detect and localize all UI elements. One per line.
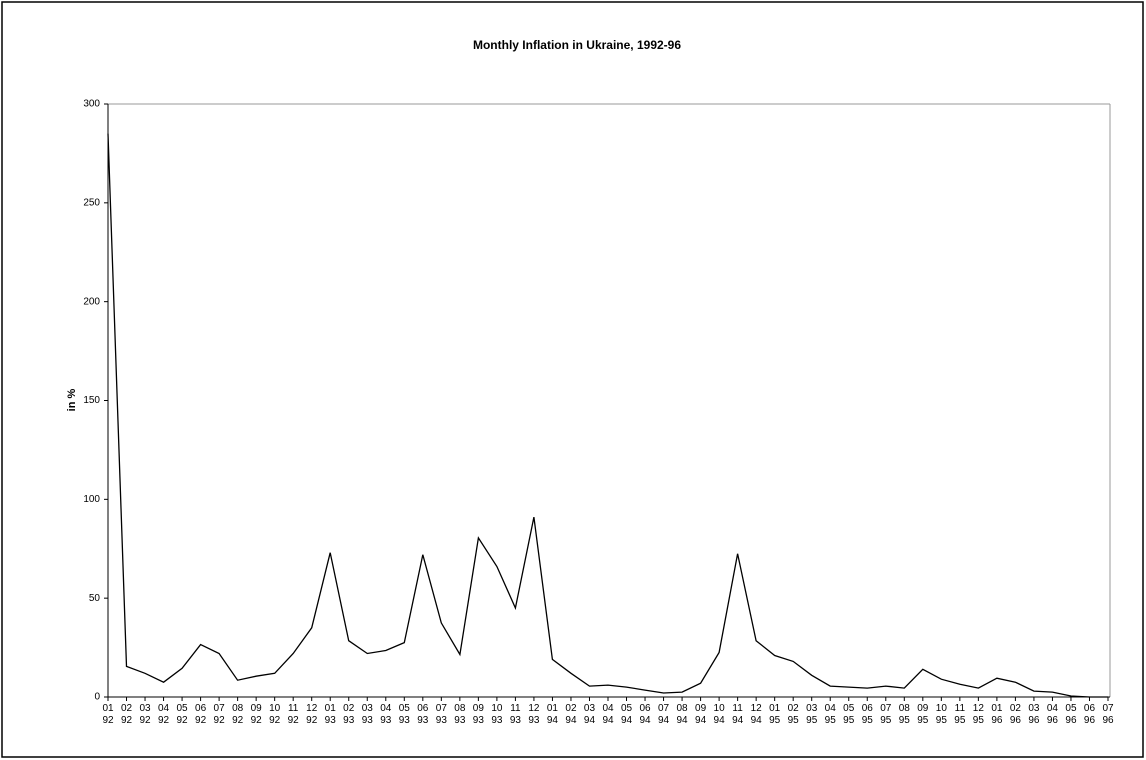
x-tick-label: 11 95: [954, 703, 966, 726]
x-tick-label: 04 92: [157, 703, 170, 726]
x-tick-label: 07 92: [213, 703, 225, 726]
x-tick-label: 09 92: [250, 703, 262, 726]
x-tick-label: 06 94: [639, 703, 651, 726]
y-tick-label: 0: [94, 692, 100, 703]
chart-title: Monthly Inflation in Ukraine, 1992-96: [473, 38, 681, 52]
x-tick-label: 11 94: [732, 703, 744, 726]
x-tick-label: 01 96: [991, 703, 1003, 726]
x-tick-label: 05 93: [398, 703, 410, 726]
y-tick-label: 200: [83, 296, 100, 307]
x-tick-label: 03 94: [583, 703, 596, 726]
x-tick-label: 09 95: [917, 703, 929, 726]
x-tick-label: 04 93: [380, 703, 392, 726]
y-tick-label: 50: [89, 593, 101, 604]
x-tick-label: 06 96: [1083, 703, 1096, 726]
x-tick-label: 12 95: [972, 703, 984, 726]
x-tick-label: 03 95: [806, 703, 818, 726]
x-tick-label: 02 95: [787, 703, 799, 726]
x-tick-label: 10 94: [713, 703, 725, 726]
x-tick-label: 10 92: [269, 703, 281, 726]
x-tick-label: 04 94: [602, 703, 614, 726]
x-tick-label: 10 93: [491, 703, 503, 726]
x-tick-label: 02 94: [565, 703, 577, 726]
y-tick-label: 250: [83, 197, 100, 208]
x-tick-label: 10 95: [935, 703, 947, 726]
x-tick-label: 02 93: [343, 703, 355, 726]
x-tick-label: 04 95: [824, 703, 836, 726]
x-tick-label: 07 93: [435, 703, 447, 726]
x-tick-label: 07 95: [880, 703, 892, 726]
x-tick-label: 05 95: [843, 703, 855, 726]
x-tick-label: 06 95: [861, 703, 873, 726]
x-tick-label: 12 93: [528, 703, 540, 726]
x-tick-label: 12 92: [306, 703, 318, 726]
x-tick-label: 05 94: [620, 703, 633, 726]
x-tick-label: 07 96: [1102, 703, 1114, 726]
x-tick-label: 01 94: [546, 703, 558, 726]
x-tick-label: 11 93: [509, 703, 521, 726]
y-tick-label: 150: [83, 395, 100, 406]
x-tick-label: 01 93: [324, 703, 336, 726]
x-tick-label: 07 94: [657, 703, 670, 726]
x-tick-label: 03 92: [139, 703, 151, 726]
x-tick-label: 03 96: [1028, 703, 1040, 726]
x-tick-label: 12 94: [750, 703, 762, 726]
x-tick-label: 09 94: [695, 703, 707, 726]
x-tick-label: 05 96: [1065, 703, 1077, 726]
x-tick-label: 08 94: [676, 703, 688, 726]
x-tick-label: 01 92: [102, 703, 114, 726]
x-tick-label: 06 92: [195, 703, 207, 726]
y-tick-label: 300: [83, 99, 100, 110]
line-series: [107, 133, 1108, 698]
x-tick-label: 02 96: [1009, 703, 1021, 726]
x-tick-label: 11 92: [287, 703, 299, 726]
x-tick-label: 02 92: [120, 703, 133, 726]
x-tick-label: 09 93: [472, 703, 484, 726]
x-tick-label: 04 96: [1046, 703, 1058, 726]
x-tick-label: 08 95: [898, 703, 910, 726]
y-tick-label: 100: [83, 494, 100, 505]
x-tick-label: 03 93: [361, 703, 373, 726]
y-axis-label: in %: [66, 388, 78, 411]
x-tick-label: 08 93: [454, 703, 466, 726]
x-tick-label: 08 92: [232, 703, 244, 726]
x-tick-label: 06 93: [417, 703, 429, 726]
x-tick-label: 05 92: [176, 703, 188, 726]
x-tick-label: 01 95: [769, 703, 781, 726]
